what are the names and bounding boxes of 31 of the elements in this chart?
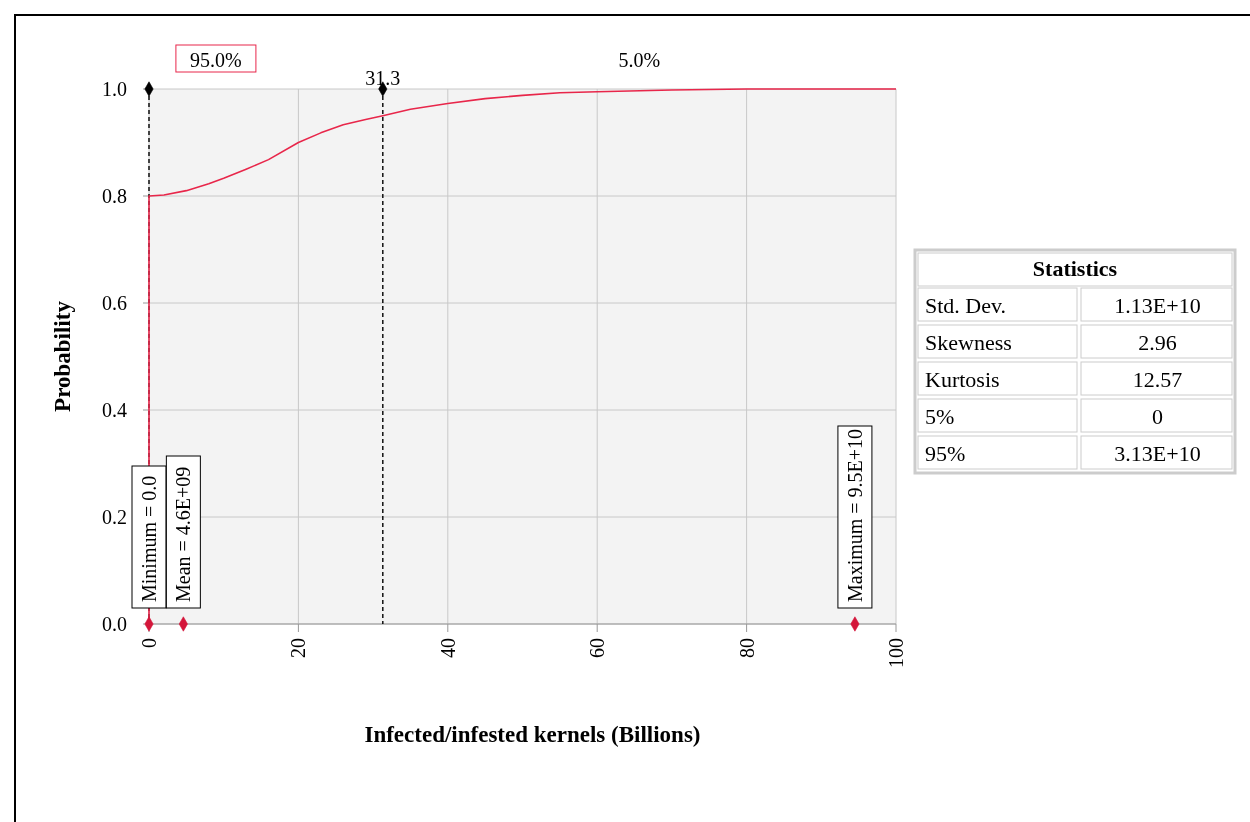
x-tick-label: 60 [586, 638, 609, 658]
text: 3.13E+10 [1114, 441, 1201, 466]
y-tick-label: 0.4 [102, 399, 127, 421]
category-label: Kurtosis [925, 367, 1000, 392]
x-tick-label: 80 [735, 638, 758, 658]
x-tick-label: 0 [138, 638, 160, 648]
category-label: Skewness [925, 330, 1012, 355]
category-label: 95% [925, 441, 966, 466]
annotation: Minimum = 0.0 [138, 475, 160, 602]
text: 1.13E+10 [1114, 293, 1201, 318]
x-axis-title: Infected/infested kernels (Billions) [364, 722, 701, 747]
y-tick-label: 0.0 [102, 613, 127, 635]
x-tick-label: 100 [885, 638, 907, 668]
y-tick-label: 0.6 [102, 292, 127, 314]
y-tick-label: 0.2 [102, 506, 127, 528]
text: 95.0% [190, 49, 242, 71]
y-tick-label: 0.8 [102, 185, 127, 207]
x-tick-label: 20 [287, 638, 310, 658]
y-axis-title: Probability [50, 300, 75, 412]
annotation: Mean = 4.6E+09 [172, 466, 195, 602]
text: 12.57 [1132, 367, 1183, 392]
text: 0 [1152, 404, 1163, 429]
text: 5.0% [618, 49, 661, 71]
category-label: 5% [925, 404, 955, 429]
text: Statistics [1032, 256, 1118, 281]
annotation: Maximum = 9.5E+10 [843, 428, 866, 602]
x-tick-label: 40 [436, 638, 459, 658]
y-tick-label: 1.0 [102, 78, 127, 100]
category-label: Std. Dev. [925, 293, 1007, 318]
text: 2.96 [1138, 330, 1177, 355]
ref-line-label: 31.3 [365, 67, 401, 89]
